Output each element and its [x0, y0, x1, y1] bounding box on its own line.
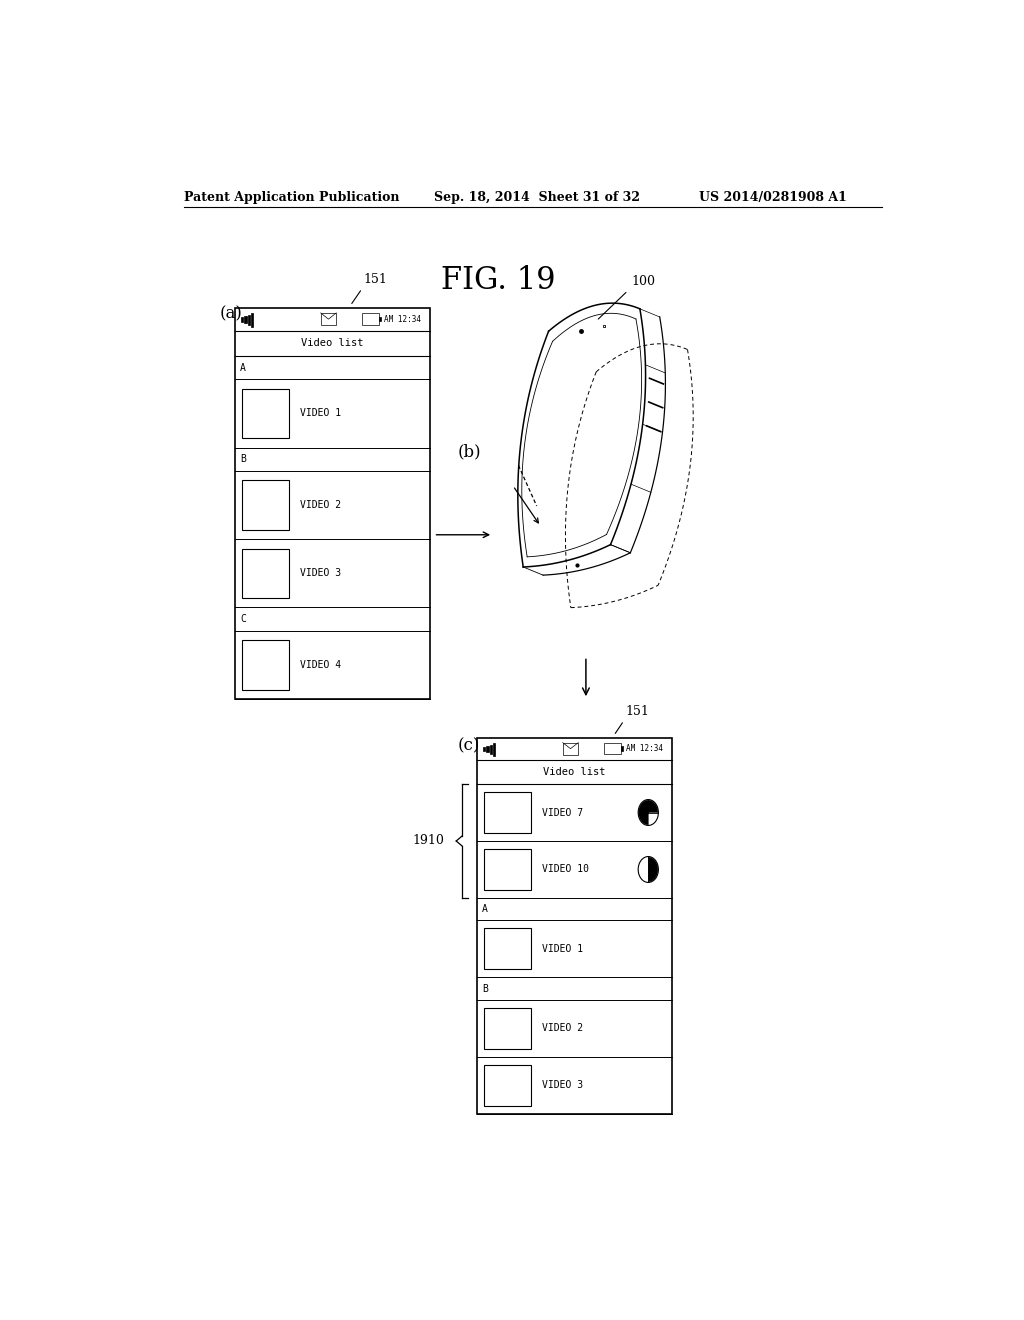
Wedge shape — [648, 857, 657, 882]
Bar — [379, 317, 381, 322]
Text: 100: 100 — [632, 276, 656, 289]
Bar — [483, 747, 485, 751]
Bar — [563, 743, 579, 755]
Text: AM 12:34: AM 12:34 — [626, 744, 663, 754]
Text: Video list: Video list — [543, 767, 605, 776]
Text: A: A — [240, 363, 246, 372]
Text: VIDEO 2: VIDEO 2 — [543, 1023, 584, 1034]
Text: 151: 151 — [364, 273, 387, 286]
Bar — [245, 317, 247, 323]
Text: (b): (b) — [458, 444, 481, 459]
Bar — [486, 746, 488, 752]
Bar — [242, 480, 289, 529]
Bar — [622, 747, 624, 751]
Bar — [484, 928, 530, 969]
Bar — [484, 849, 530, 890]
Text: VIDEO 3: VIDEO 3 — [300, 569, 341, 578]
Bar — [603, 743, 622, 754]
Text: VIDEO 10: VIDEO 10 — [543, 865, 590, 874]
Text: Sep. 18, 2014  Sheet 31 of 32: Sep. 18, 2014 Sheet 31 of 32 — [433, 191, 640, 203]
Bar — [236, 308, 430, 700]
Text: FIG. 19: FIG. 19 — [441, 265, 556, 296]
Text: (c): (c) — [458, 738, 479, 755]
Bar — [242, 640, 289, 689]
Text: B: B — [482, 983, 487, 994]
Bar — [484, 792, 530, 833]
Text: VIDEO 1: VIDEO 1 — [543, 944, 584, 954]
Bar — [493, 743, 496, 756]
Text: (a): (a) — [219, 306, 242, 323]
Bar — [321, 313, 336, 326]
Bar — [242, 389, 289, 438]
Bar — [489, 744, 492, 754]
Bar — [361, 313, 379, 325]
Text: VIDEO 4: VIDEO 4 — [300, 660, 341, 671]
Text: US 2014/0281908 A1: US 2014/0281908 A1 — [699, 191, 847, 203]
Text: VIDEO 2: VIDEO 2 — [300, 500, 341, 510]
Text: VIDEO 7: VIDEO 7 — [543, 808, 584, 817]
Text: C: C — [240, 614, 246, 624]
Bar — [477, 738, 672, 1114]
Bar — [242, 549, 289, 598]
Text: B: B — [240, 454, 246, 465]
Text: AM 12:34: AM 12:34 — [384, 314, 421, 323]
Text: VIDEO 3: VIDEO 3 — [543, 1080, 584, 1090]
Bar — [251, 313, 253, 327]
Text: 1910: 1910 — [413, 834, 444, 847]
Bar — [241, 317, 244, 322]
Wedge shape — [639, 800, 657, 825]
Text: Patent Application Publication: Patent Application Publication — [183, 191, 399, 203]
Text: Video list: Video list — [301, 338, 364, 348]
Bar — [484, 1007, 530, 1049]
Bar — [248, 315, 250, 325]
Text: VIDEO 1: VIDEO 1 — [300, 408, 341, 418]
Text: A: A — [482, 904, 487, 915]
Bar — [484, 1065, 530, 1106]
Text: 151: 151 — [626, 705, 649, 718]
